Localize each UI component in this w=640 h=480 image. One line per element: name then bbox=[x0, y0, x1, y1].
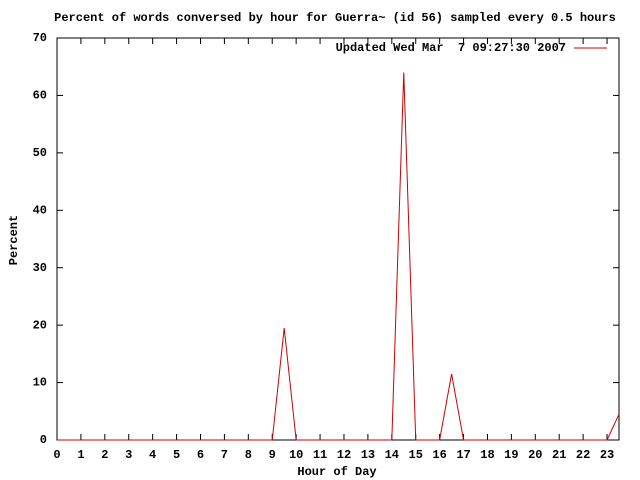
x-tick-label: 10 bbox=[289, 448, 303, 462]
x-tick-label: 8 bbox=[245, 448, 252, 462]
x-tick-label: 16 bbox=[432, 448, 446, 462]
legend-label: Updated Wed Mar 7 09:27:30 2007 bbox=[336, 41, 566, 55]
x-axis-label: Hour of Day bbox=[297, 465, 376, 479]
y-tick-label: 50 bbox=[33, 146, 47, 160]
x-tick-label: 7 bbox=[221, 448, 228, 462]
x-tick-label: 11 bbox=[313, 448, 327, 462]
x-tick-label: 19 bbox=[504, 448, 518, 462]
y-tick-label: 10 bbox=[33, 376, 47, 390]
y-tick-label: 30 bbox=[33, 261, 47, 275]
y-axis-label: Percent bbox=[7, 215, 21, 265]
y-tick-label: 40 bbox=[33, 203, 47, 217]
data-line bbox=[57, 72, 620, 441]
x-tick-label: 2 bbox=[101, 448, 108, 462]
x-tick-label: 15 bbox=[409, 448, 423, 462]
x-tick-label: 3 bbox=[125, 448, 132, 462]
x-tick-label: 14 bbox=[385, 448, 399, 462]
y-tick-label: 0 bbox=[40, 433, 47, 447]
x-tick-label: 12 bbox=[337, 448, 351, 462]
plot-border bbox=[56, 37, 620, 441]
x-tick-label: 18 bbox=[480, 448, 494, 462]
x-tick-label: 21 bbox=[552, 448, 566, 462]
x-tick-label: 20 bbox=[528, 448, 542, 462]
x-tick-label: 0 bbox=[53, 448, 60, 462]
y-tick-label: 60 bbox=[33, 89, 47, 103]
x-tick-label: 4 bbox=[149, 448, 156, 462]
x-tick-label: 23 bbox=[600, 448, 614, 462]
x-tick-label: 17 bbox=[456, 448, 470, 462]
x-tick-label: 9 bbox=[269, 448, 276, 462]
x-tick-label: 5 bbox=[173, 448, 180, 462]
chart-title: Percent of words conversed by hour for G… bbox=[54, 11, 616, 25]
y-tick-label: 20 bbox=[33, 318, 47, 332]
x-tick-label: 1 bbox=[77, 448, 84, 462]
x-tick-label: 22 bbox=[576, 448, 590, 462]
y-tick-label: 70 bbox=[33, 31, 47, 45]
x-tick-label: 6 bbox=[197, 448, 204, 462]
x-tick-label: 13 bbox=[361, 448, 375, 462]
